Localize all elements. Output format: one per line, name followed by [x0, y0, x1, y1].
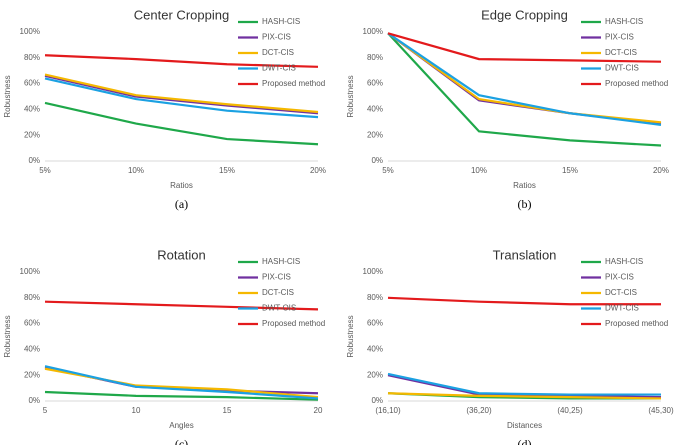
y-axis-label: Robustness [3, 315, 12, 357]
legend-label: Proposed method [262, 79, 325, 88]
x-tick-label: 15% [562, 166, 578, 175]
caption: (d) [518, 437, 532, 445]
legend-label: PIX-CIS [262, 273, 291, 282]
legend-label: DWT-CIS [262, 64, 296, 73]
legend-label: HASH-CIS [262, 257, 300, 266]
y-tick-label: 0% [28, 156, 40, 165]
y-tick-label: 100% [20, 27, 40, 36]
y-tick-label: 80% [24, 293, 40, 302]
legend-label: Proposed method [262, 319, 325, 328]
x-tick-label: 5% [39, 166, 51, 175]
y-tick-label: 60% [367, 79, 383, 88]
y-tick-label: 60% [367, 319, 383, 328]
legend-label: DCT-CIS [262, 288, 294, 297]
legend-label: PIX-CIS [605, 33, 634, 42]
series-line [387, 296, 661, 306]
x-tick-label: (45,30) [648, 406, 674, 415]
legend-label: PIX-CIS [605, 273, 634, 282]
x-axis-label: Distances [507, 421, 542, 430]
series-line [44, 101, 319, 146]
legend-label: DCT-CIS [605, 288, 637, 297]
legend-label: Proposed method [605, 79, 668, 88]
series-line [387, 32, 662, 124]
legend-label: DCT-CIS [605, 48, 637, 57]
y-axis-label: Robustness [346, 75, 355, 117]
y-tick-label: 40% [24, 105, 40, 114]
y-tick-label: 40% [367, 105, 383, 114]
y-axis-label: Robustness [346, 315, 355, 357]
series-line [387, 32, 662, 147]
x-tick-label: 15% [219, 166, 235, 175]
x-tick-label: (36,20) [466, 406, 492, 415]
y-tick-label: 0% [28, 396, 40, 405]
y-tick-label: 100% [20, 267, 40, 276]
chart-title: Translation [493, 247, 557, 262]
x-tick-label: 15 [223, 406, 232, 415]
series-line [387, 32, 662, 63]
series-line [387, 32, 662, 126]
x-axis-label: Ratios [513, 181, 536, 190]
x-tick-label: 20% [653, 166, 669, 175]
caption: (a) [175, 197, 188, 211]
legend-label: HASH-CIS [262, 17, 300, 26]
y-tick-label: 60% [24, 319, 40, 328]
x-tick-label: 10% [471, 166, 487, 175]
y-tick-label: 40% [24, 345, 40, 354]
y-tick-label: 60% [24, 79, 40, 88]
legend-label: DWT-CIS [605, 64, 639, 73]
x-tick-label: (40,25) [557, 406, 583, 415]
y-tick-label: 80% [24, 53, 40, 62]
series-line [387, 372, 661, 396]
y-tick-label: 20% [367, 370, 383, 379]
y-tick-label: 0% [371, 156, 383, 165]
y-tick-label: 100% [363, 27, 383, 36]
legend-label: DCT-CIS [262, 48, 294, 57]
series-line [44, 73, 319, 114]
series-line [44, 54, 319, 68]
series-line [387, 392, 662, 400]
y-tick-label: 0% [371, 396, 383, 405]
chart-title: Edge Cropping [481, 7, 568, 22]
x-axis-label: Ratios [170, 181, 193, 190]
legend-label: DWT-CIS [605, 304, 639, 313]
chart-title: Center Cropping [134, 7, 229, 22]
y-tick-label: 40% [367, 345, 383, 354]
y-axis-label: Robustness [3, 75, 12, 117]
legend-label: HASH-CIS [605, 17, 643, 26]
x-tick-label: 5 [43, 406, 48, 415]
legend-label: PIX-CIS [262, 33, 291, 42]
x-tick-label: 5% [382, 166, 394, 175]
series-line [44, 390, 319, 401]
series-line [387, 374, 662, 399]
x-tick-label: 10% [128, 166, 144, 175]
caption: (b) [518, 197, 532, 211]
chart-title: Rotation [157, 247, 205, 262]
x-tick-label: 20 [314, 406, 323, 415]
x-tick-label: 10 [132, 406, 141, 415]
y-tick-label: 20% [367, 130, 383, 139]
y-tick-label: 100% [363, 267, 383, 276]
legend-label: HASH-CIS [605, 257, 643, 266]
series-line [44, 74, 319, 115]
x-tick-label: 20% [310, 166, 326, 175]
y-tick-label: 80% [367, 53, 383, 62]
x-tick-label: (16,10) [375, 406, 401, 415]
legend-label: Proposed method [605, 319, 668, 328]
series-line [44, 300, 319, 311]
x-axis-label: Angles [169, 421, 193, 430]
y-tick-label: 20% [24, 370, 40, 379]
series-line [44, 77, 319, 119]
y-tick-label: 20% [24, 130, 40, 139]
y-tick-label: 80% [367, 293, 383, 302]
caption: (c) [175, 437, 188, 445]
series-line [44, 365, 319, 400]
legend-label: DWT-OIS [262, 304, 296, 313]
